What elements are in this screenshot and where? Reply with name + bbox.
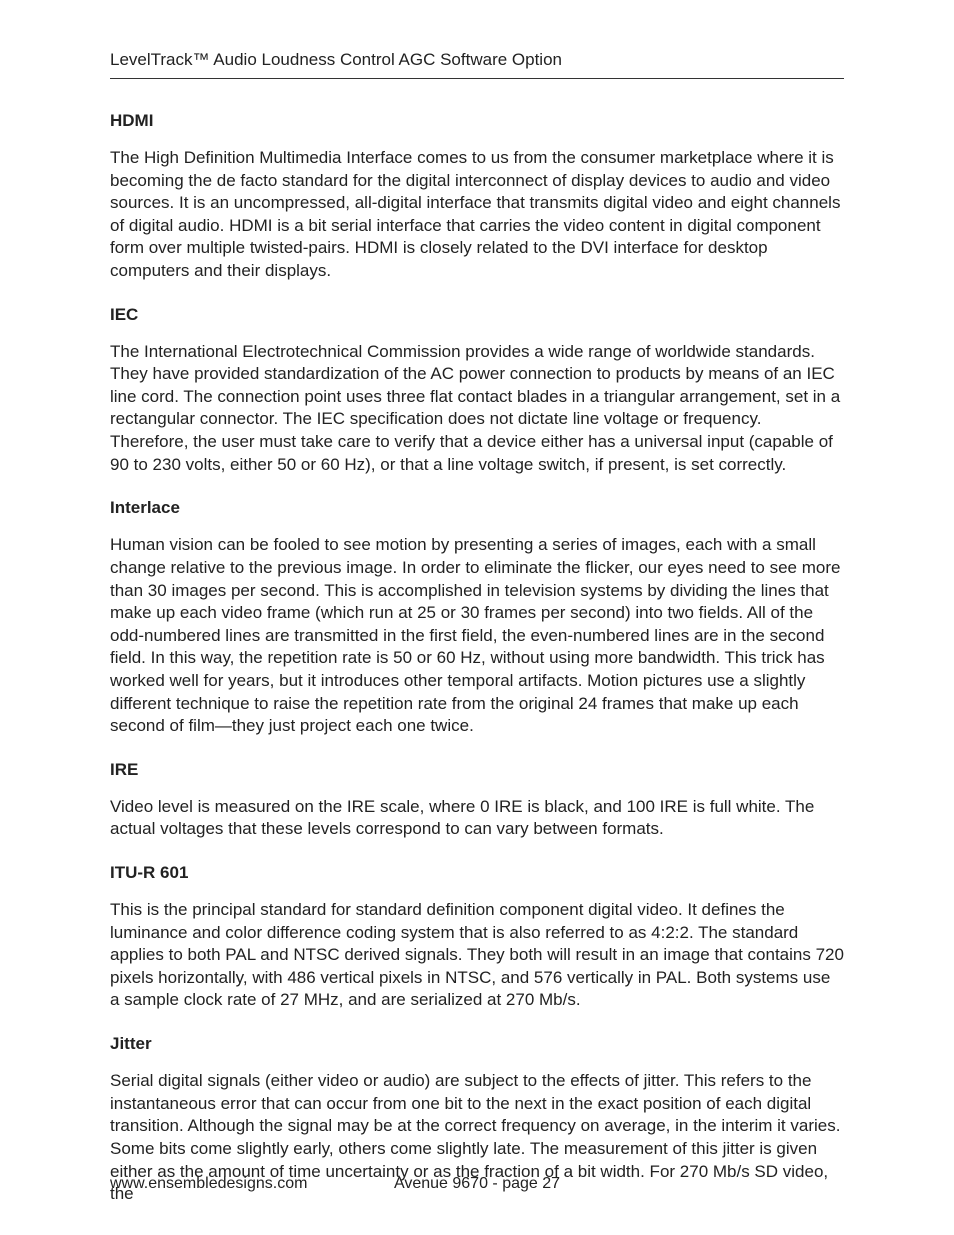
glossary-definition: The International Electrotechnical Commi… [110, 341, 844, 477]
glossary-term: HDMI [110, 111, 844, 131]
glossary-definition: Human vision can be fooled to see motion… [110, 534, 844, 737]
glossary-term: IRE [110, 760, 844, 780]
page: LevelTrack™ Audio Loudness Control AGC S… [0, 0, 954, 1235]
glossary-definition: Video level is measured on the IRE scale… [110, 796, 844, 841]
page-footer: Avenue 9670 - page 27 www.ensembledesign… [110, 1175, 844, 1193]
footer-page-label: Avenue 9670 - page 27 [110, 1175, 844, 1193]
glossary-entry: IEC The International Electrotechnical C… [110, 305, 844, 477]
glossary-term: ITU-R 601 [110, 863, 844, 883]
glossary-entry: IRE Video level is measured on the IRE s… [110, 760, 844, 841]
running-header: LevelTrack™ Audio Loudness Control AGC S… [110, 50, 844, 79]
glossary-term: IEC [110, 305, 844, 325]
glossary-term: Interlace [110, 498, 844, 518]
glossary-entry: HDMI The High Definition Multimedia Inte… [110, 111, 844, 283]
glossary-definition: The High Definition Multimedia Interface… [110, 147, 844, 283]
glossary-entry: Interlace Human vision can be fooled to … [110, 498, 844, 737]
glossary-entry: ITU-R 601 This is the principal standard… [110, 863, 844, 1012]
glossary-definition: This is the principal standard for stand… [110, 899, 844, 1012]
glossary-term: Jitter [110, 1034, 844, 1054]
